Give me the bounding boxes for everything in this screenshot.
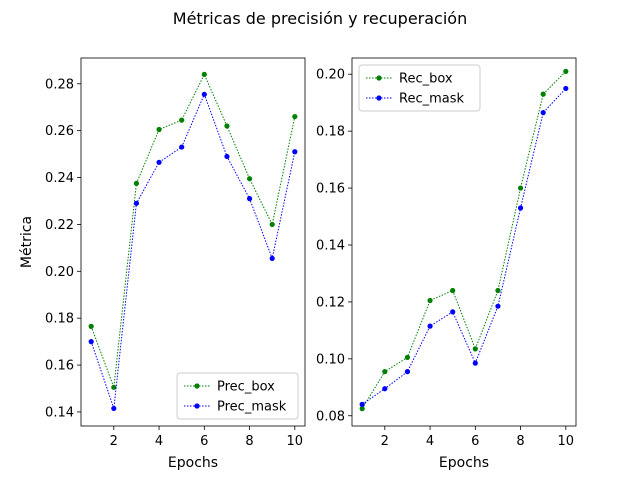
y-tick-label: 0.20 [45,265,74,280]
data-point-prec-mask [292,149,298,155]
y-tick-label: 0.08 [316,409,345,424]
data-point-prec-mask [246,196,253,202]
y-tick-label: 0.14 [45,405,74,420]
data-point-prec-mask [269,255,275,262]
y-tick-label: 0.24 [45,171,74,186]
data-point-rec-box [540,91,546,97]
legend-marker-rec-box [376,75,382,81]
legend-marker-rec-mask [376,95,382,101]
data-point-rec-mask [382,386,388,392]
y-tick-label: 0.28 [45,77,74,92]
chart-panels: 2 4 6 8 10 0.14 0.16 0.18 0.20 0.22 0.24 0.26 0.28 Ep… [19,57,577,471]
data-point-rec-mask [495,303,501,309]
y-tick-label: 0.16 [316,182,345,197]
data-point-rec-box [450,287,456,294]
data-point-rec-box [563,68,569,74]
x-tick-label: 10 [287,434,304,449]
x-tick-label: 4 [155,434,163,449]
data-point-prec-mask [179,144,185,150]
series-line-rec-mask [361,88,567,405]
legend-label-rec-box: Rec_box [399,72,453,87]
x-tick-label: 2 [110,434,118,449]
data-point-rec-mask [404,369,411,375]
series-line-prec-box [90,73,296,388]
x-tick-label: 6 [200,434,208,449]
data-point-prec-box [133,180,140,187]
data-point-rec-mask [563,85,569,92]
x-tick-label: 4 [426,434,434,449]
y-tick-label: 0.26 [45,124,74,139]
data-point-prec-box [201,71,207,78]
data-point-rec-box [472,346,478,352]
data-point-prec-mask [88,339,94,345]
figure-title: Métricas de precisión y recuperación [173,9,467,28]
y-tick-label: 0.22 [45,218,74,233]
data-point-prec-box [292,113,298,120]
y-tick-label: 0.12 [316,295,345,310]
data-point-rec-box [382,369,388,375]
x-axis-label: Epochs [439,455,489,471]
legend-marker-prec-box [194,383,200,389]
data-point-rec-box [404,354,411,361]
y-axis-label: Métrica [19,216,35,268]
data-point-prec-box [269,221,275,228]
series-line-rec-box [361,71,567,409]
data-point-prec-box [224,123,230,129]
data-point-rec-mask [359,401,365,407]
y-tick-label: 0.20 [316,68,345,83]
x-tick-label: 6 [471,434,479,449]
data-point-prec-box [111,384,117,390]
axes-frame [80,57,306,427]
y-tick-label: 0.14 [316,238,345,253]
data-point-rec-mask [540,110,546,116]
x-tick-label: 8 [245,434,253,449]
legend-label-prec-mask: Prec_mask [217,400,287,415]
data-point-prec-mask [133,200,140,206]
data-point-prec-mask [201,91,207,97]
data-point-prec-box [179,117,185,123]
chart-panel-2: 2 4 6 8 10 0.08 0.10 0.12 0.14 0.16 0.18 0.20 Epochs… [316,57,577,471]
data-point-prec-box [156,126,162,133]
legend-label-prec-box: Prec_box [217,380,275,395]
data-point-prec-box [88,323,94,329]
y-tick-label: 0.18 [316,125,345,140]
data-point-rec-mask [450,309,456,315]
x-axis-label: Epochs [168,455,218,471]
y-tick-label: 0.16 [45,359,74,374]
legend-box [358,64,481,112]
legend-marker-prec-mask [194,403,200,409]
legend: Prec_box Prec_mask [176,372,299,420]
x-tick-label: 8 [516,434,524,449]
x-tick-label: 10 [558,434,575,449]
data-point-prec-mask [224,153,230,160]
y-tick-label: 0.10 [316,352,345,367]
data-point-rec-box [495,287,501,294]
data-point-rec-mask [472,360,478,366]
legend-label-rec-mask: Rec_mask [399,92,464,107]
data-point-rec-mask [517,205,524,211]
data-point-prec-box [246,176,253,182]
data-point-rec-box [359,406,365,412]
axes-frame [351,57,577,427]
legend: Rec_box Rec_mask [358,64,481,112]
data-point-prec-mask [156,159,162,165]
chart-panel-1: 2 4 6 8 10 0.14 0.16 0.18 0.20 0.22 0.24 0.26 0.28 Ep… [19,57,306,471]
x-tick-label: 2 [381,434,389,449]
data-point-rec-mask [427,323,433,329]
data-point-rec-box [517,185,524,191]
y-tick-label: 0.18 [45,312,74,327]
data-point-rec-box [427,297,433,304]
legend-box [176,372,299,420]
data-point-prec-mask [111,405,117,412]
